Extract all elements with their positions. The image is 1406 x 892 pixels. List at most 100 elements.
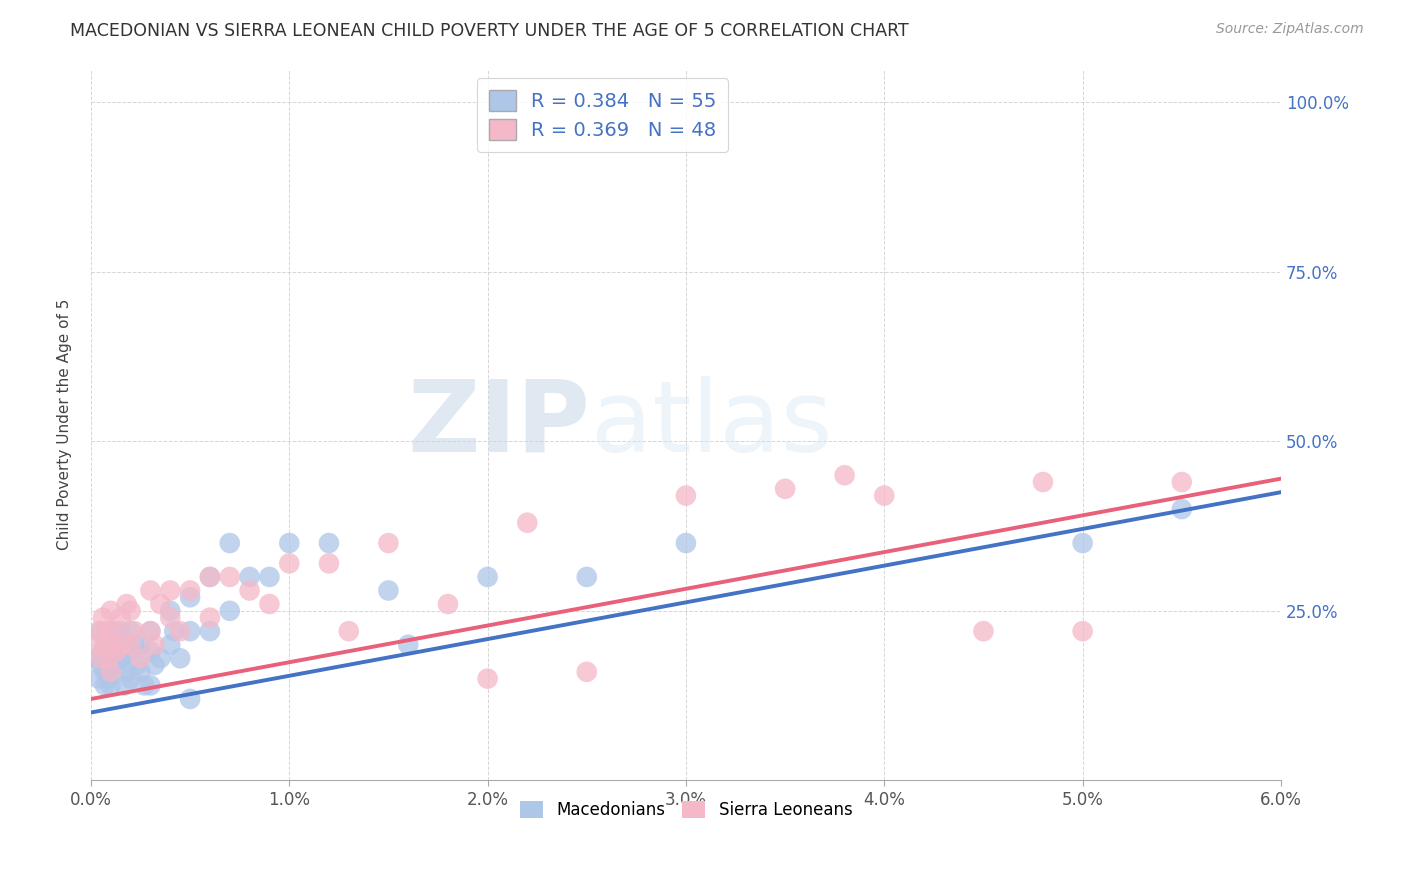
Point xyxy=(124,624,146,639)
Point xyxy=(239,570,262,584)
Point xyxy=(90,651,112,665)
Point xyxy=(97,672,120,686)
Point xyxy=(396,638,419,652)
Point xyxy=(100,678,122,692)
Point xyxy=(129,638,152,652)
Point xyxy=(115,665,138,679)
Point xyxy=(134,678,156,692)
Point xyxy=(278,536,301,550)
Point xyxy=(105,658,128,673)
Point xyxy=(100,604,122,618)
Point xyxy=(159,638,181,652)
Point xyxy=(159,583,181,598)
Point xyxy=(139,624,162,639)
Point xyxy=(575,665,598,679)
Point xyxy=(198,610,221,624)
Point xyxy=(218,536,240,550)
Point xyxy=(377,583,399,598)
Point xyxy=(149,651,172,665)
Point xyxy=(169,624,191,639)
Point xyxy=(337,624,360,639)
Point xyxy=(120,624,142,639)
Point xyxy=(120,604,142,618)
Point xyxy=(139,624,162,639)
Point xyxy=(477,672,499,686)
Point xyxy=(100,624,122,639)
Point xyxy=(198,624,221,639)
Point xyxy=(110,610,132,624)
Point xyxy=(259,597,281,611)
Point xyxy=(239,583,262,598)
Point xyxy=(1171,475,1194,489)
Point xyxy=(575,570,598,584)
Point xyxy=(86,638,108,652)
Point xyxy=(105,644,128,658)
Point xyxy=(120,638,142,652)
Text: ZIP: ZIP xyxy=(408,376,591,473)
Point xyxy=(318,536,340,550)
Point xyxy=(115,597,138,611)
Point xyxy=(100,638,122,652)
Point xyxy=(139,583,162,598)
Point xyxy=(96,638,118,652)
Point xyxy=(111,638,134,652)
Point xyxy=(87,624,110,639)
Point xyxy=(87,672,110,686)
Point xyxy=(834,468,856,483)
Point xyxy=(124,638,146,652)
Point xyxy=(159,604,181,618)
Point xyxy=(218,570,240,584)
Point xyxy=(179,583,201,598)
Point xyxy=(179,624,201,639)
Text: MACEDONIAN VS SIERRA LEONEAN CHILD POVERTY UNDER THE AGE OF 5 CORRELATION CHART: MACEDONIAN VS SIERRA LEONEAN CHILD POVER… xyxy=(70,22,910,40)
Point xyxy=(516,516,538,530)
Point xyxy=(100,665,122,679)
Point xyxy=(198,570,221,584)
Point xyxy=(1071,536,1094,550)
Point xyxy=(972,624,994,639)
Point xyxy=(104,638,127,652)
Point xyxy=(91,644,114,658)
Legend: Macedonians, Sierra Leoneans: Macedonians, Sierra Leoneans xyxy=(513,794,859,825)
Point xyxy=(278,557,301,571)
Point xyxy=(107,651,129,665)
Point xyxy=(377,536,399,550)
Point xyxy=(90,624,112,639)
Point xyxy=(104,624,127,639)
Point xyxy=(96,624,118,639)
Text: atlas: atlas xyxy=(591,376,832,473)
Point xyxy=(120,644,142,658)
Point xyxy=(139,644,162,658)
Point xyxy=(139,678,162,692)
Point xyxy=(120,672,142,686)
Point xyxy=(477,570,499,584)
Text: Source: ZipAtlas.com: Source: ZipAtlas.com xyxy=(1216,22,1364,37)
Point xyxy=(1171,502,1194,516)
Point xyxy=(90,658,112,673)
Point xyxy=(91,610,114,624)
Point xyxy=(97,651,120,665)
Point xyxy=(110,651,132,665)
Point xyxy=(163,624,186,639)
Point xyxy=(149,597,172,611)
Point xyxy=(129,665,152,679)
Point xyxy=(437,597,460,611)
Point xyxy=(125,658,148,673)
Point xyxy=(86,651,108,665)
Y-axis label: Child Poverty Under the Age of 5: Child Poverty Under the Age of 5 xyxy=(58,299,72,550)
Point xyxy=(179,692,201,706)
Point xyxy=(94,665,117,679)
Point xyxy=(159,610,181,624)
Point xyxy=(1071,624,1094,639)
Point xyxy=(675,489,697,503)
Point xyxy=(94,678,117,692)
Point xyxy=(198,570,221,584)
Point xyxy=(773,482,796,496)
Point xyxy=(218,604,240,618)
Point xyxy=(114,678,136,692)
Point xyxy=(179,591,201,605)
Point xyxy=(143,658,166,673)
Point xyxy=(110,624,132,639)
Point xyxy=(111,638,134,652)
Point xyxy=(259,570,281,584)
